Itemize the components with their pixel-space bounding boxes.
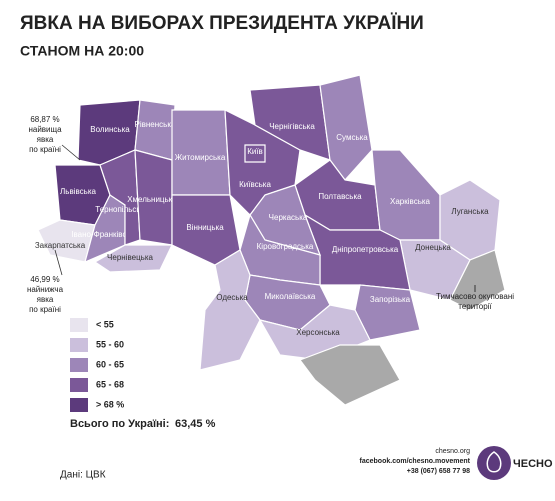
logo-garlic: [486, 451, 502, 473]
legend-label: > 68 %: [96, 399, 124, 409]
region: [371, 149, 441, 241]
footer-line: chesno.org: [435, 448, 470, 455]
occupied-area: [449, 249, 506, 311]
region-label: Київ: [247, 147, 263, 156]
legend-swatch: [70, 338, 88, 352]
region-label: Чернівецька: [107, 253, 153, 262]
occupied-area: [299, 344, 401, 406]
region-label: Львівська: [60, 187, 96, 196]
legend-swatch: [70, 318, 88, 332]
region-label: Київська: [239, 180, 271, 189]
region-label: Закарпатська: [35, 241, 86, 250]
title: ЯВКА НА ВИБОРАХ ПРЕЗИДЕНТА УКРАЇНИ: [20, 13, 424, 34]
legend-swatch: [70, 378, 88, 392]
region: [134, 99, 176, 161]
region-label: Одеська: [216, 293, 248, 302]
region-label: Тернопільська: [95, 205, 149, 214]
source: Дані: ЦВК: [60, 470, 106, 481]
total-value: 63,45 %: [175, 418, 216, 430]
region-label: Волинська: [90, 125, 130, 134]
region: [249, 84, 331, 161]
annotation: найвища: [28, 125, 62, 134]
occupied-label: території: [458, 302, 492, 311]
region: [319, 74, 373, 181]
region-label: Харківська: [390, 197, 431, 206]
region-label: Луганська: [451, 207, 489, 216]
annotation: явка: [37, 135, 54, 144]
annotation: 68,87 %: [30, 115, 59, 124]
region: [199, 249, 261, 371]
region-label: Житомирська: [175, 153, 226, 162]
annotation-pointer: [61, 144, 81, 161]
region-label: Кіровоградська: [257, 242, 314, 251]
annotation: найнижча: [27, 285, 64, 294]
region-label: Сумська: [336, 133, 368, 142]
annotation-pointer: [54, 249, 63, 276]
region-label: Рівненська: [135, 120, 176, 129]
region: [244, 144, 266, 163]
region-label: Вінницька: [186, 223, 224, 232]
region-label: Запорізька: [370, 295, 411, 304]
logo-icon: [477, 446, 511, 480]
region-label: Чернігівська: [269, 122, 315, 131]
annotation: явка: [37, 295, 54, 304]
region-label: Хмельницька: [127, 195, 177, 204]
legend-label: 65 - 68: [96, 379, 124, 389]
region-label: Івано-Франківська: [71, 230, 139, 239]
occupied-label: Тимчасово окуповані: [436, 292, 514, 301]
map: Волинська Рівненська Львівська Закарпатська…: [35, 74, 506, 406]
region-label: Дніпропетровська: [332, 245, 399, 254]
legend-swatch: [70, 358, 88, 372]
logo-text: ЧЕСНО: [513, 458, 553, 470]
annotation: по країні: [29, 305, 61, 314]
region-label: Полтавська: [318, 192, 362, 201]
legend-label: 60 - 65: [96, 359, 124, 369]
region-label: Черкаська: [269, 213, 308, 222]
region: [93, 244, 173, 273]
footer-line: +38 (067) 658 77 98: [407, 468, 470, 475]
total-label: Всього по Україні:: [70, 418, 169, 430]
region-label: Миколаївська: [265, 292, 316, 301]
legend-swatch: [70, 398, 88, 412]
legend-label: < 55: [96, 319, 114, 329]
footer-line: facebook.com/chesno.movement: [360, 458, 471, 465]
subtitle: СТАНОМ НА 20:00: [20, 43, 144, 59]
legend-label: 55 - 60: [96, 339, 124, 349]
region-label: Херсонська: [296, 328, 340, 337]
annotation: по країні: [29, 145, 61, 154]
region-label: Донецька: [415, 243, 451, 252]
annotation: 46,99 %: [30, 275, 59, 284]
region: [354, 284, 421, 341]
